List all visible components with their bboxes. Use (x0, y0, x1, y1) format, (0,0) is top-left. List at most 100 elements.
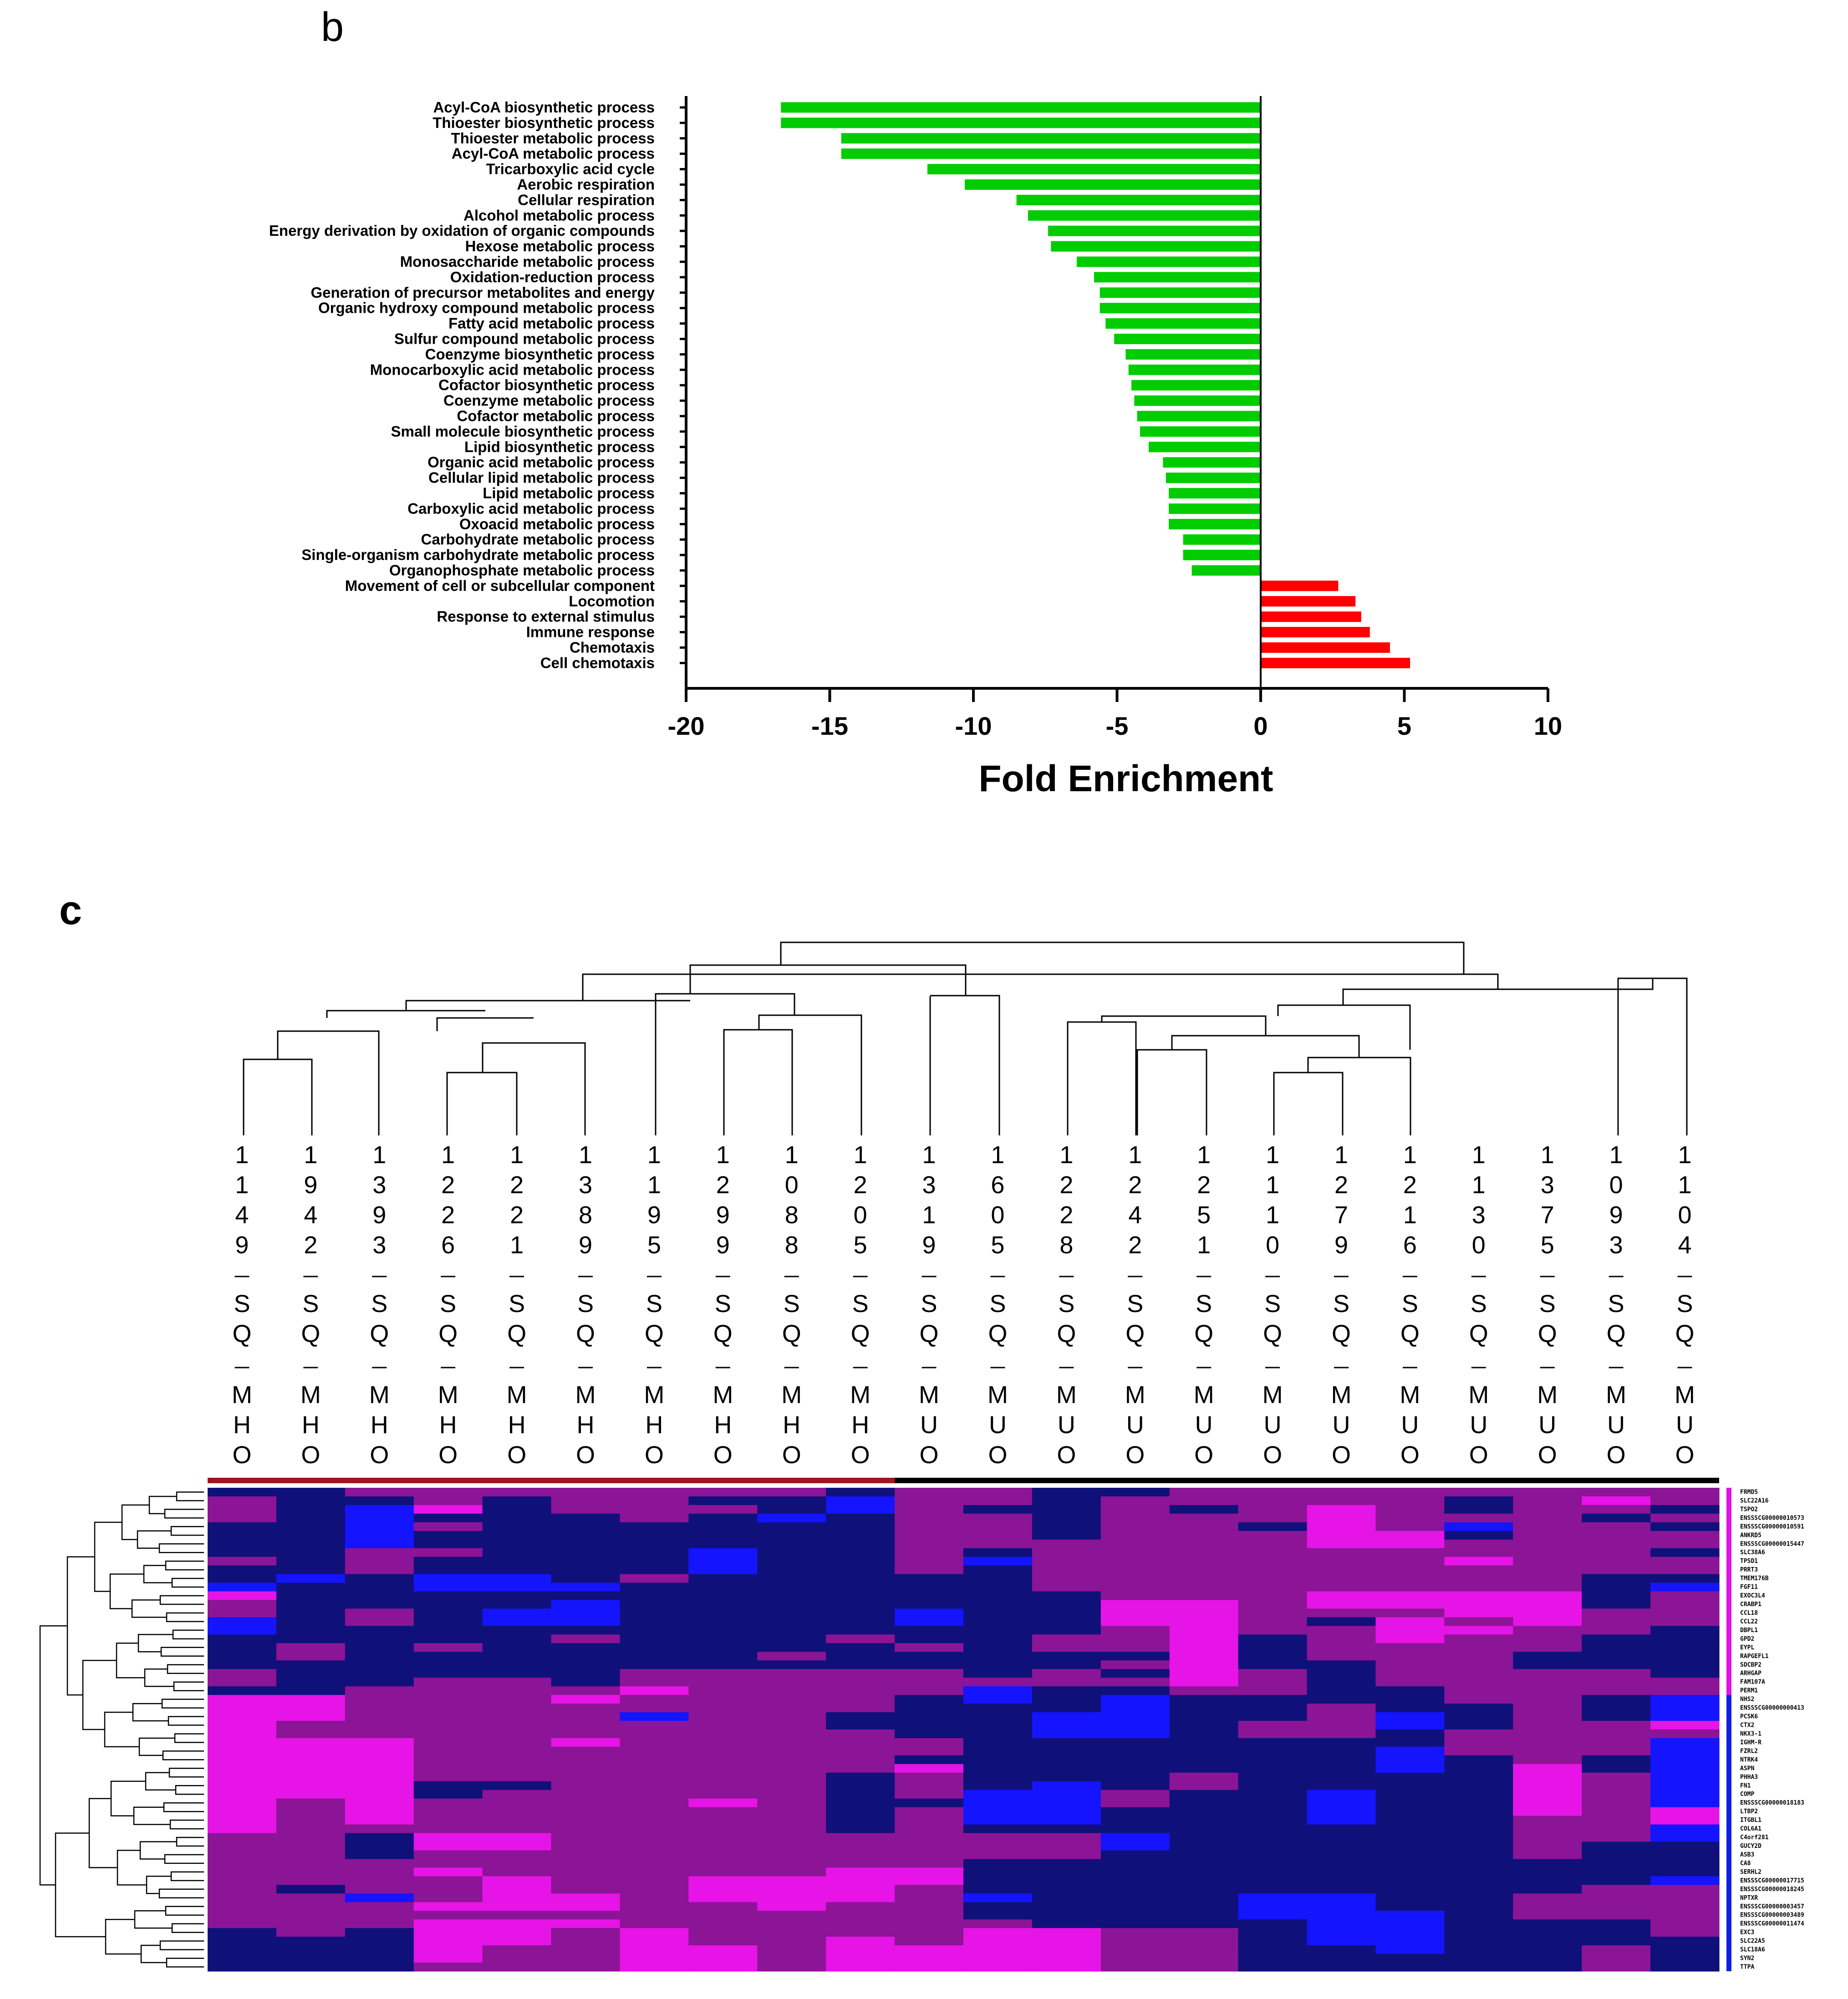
heatmap-cell (688, 1617, 758, 1627)
heatmap-cell (1650, 1513, 1720, 1523)
heatmap-cell (620, 1582, 689, 1592)
heatmap-cell (1582, 1548, 1651, 1557)
heatmap-cell (1650, 1937, 1720, 1946)
heatmap-cell (620, 1695, 689, 1704)
heatmap-cell (1307, 1911, 1376, 1920)
heatmap-cell (963, 1548, 1033, 1557)
gene-label: SERHL2 (1740, 1869, 1761, 1876)
heatmap-cell (1169, 1945, 1239, 1954)
sample-label-char: 9 (372, 1201, 386, 1229)
panel-c-letter: c (59, 888, 82, 933)
gene-label: EXC3 (1740, 1929, 1754, 1936)
sample-label-char: 8 (785, 1231, 799, 1259)
heatmap-cell (757, 1652, 826, 1661)
heatmap-cell (826, 1876, 895, 1885)
sample-label-char: Q (507, 1320, 526, 1348)
sample-label-char: 0 (1266, 1231, 1279, 1259)
heatmap-cell (1169, 1919, 1239, 1928)
bar (927, 164, 1261, 175)
heatmap-cell (1650, 1712, 1720, 1721)
heatmap-cell (963, 1963, 1033, 1972)
heatmap-cell (963, 1807, 1033, 1816)
sample-label-char: S (577, 1290, 594, 1317)
heatmap-cell (1169, 1669, 1239, 1678)
heatmap-cell (482, 1539, 552, 1549)
heatmap-cell (482, 1652, 552, 1661)
heatmap-cell (1375, 1643, 1445, 1652)
heatmap-cell (208, 1652, 277, 1661)
heatmap-cell (1238, 1695, 1308, 1704)
sample-label-char: 4 (1678, 1231, 1692, 1259)
heatmap-cell (1307, 1867, 1376, 1877)
heatmap-cell (1100, 1686, 1170, 1695)
heatmap-cell (1032, 1928, 1101, 1937)
heatmap-cell (620, 1963, 689, 1972)
heatmap-cell (1375, 1695, 1445, 1704)
heatmap-cell (620, 1617, 689, 1627)
bar-chart-bars (781, 102, 1410, 668)
heatmap-cell (895, 1669, 964, 1678)
heatmap-cell (1444, 1608, 1513, 1618)
sample-label-char: Q (1263, 1320, 1282, 1348)
heatmap-cell (1100, 1513, 1170, 1523)
heatmap-cell (1582, 1798, 1651, 1808)
heatmap-cell (1169, 1902, 1239, 1911)
heatmap-cell (345, 1729, 414, 1739)
heatmap-cell (1582, 1686, 1651, 1695)
sample-label-char: 2 (441, 1171, 455, 1199)
heatmap-cell (1169, 1488, 1239, 1497)
heatmap-cell (620, 1798, 689, 1808)
heatmap-cell (208, 1850, 277, 1860)
heatmap-cell (345, 1531, 414, 1540)
heatmap-cell (551, 1591, 621, 1601)
heatmap-cell (413, 1807, 483, 1816)
heatmap-cell (276, 1660, 346, 1669)
category-label: Carbohydrate metabolic process (421, 531, 655, 548)
sample-label-char: S (302, 1290, 319, 1317)
heatmap-cell (1582, 1841, 1651, 1851)
heatmap-cell (551, 1824, 621, 1834)
heatmap-cell (413, 1781, 483, 1790)
sample-label-char: 8 (579, 1201, 592, 1229)
sample-label-char: U (989, 1411, 1007, 1439)
heatmap-cell (208, 1885, 277, 1894)
heatmap-cell (963, 1522, 1033, 1531)
heatmap-cell (1032, 1704, 1101, 1713)
heatmap-cell (963, 1755, 1033, 1765)
heatmap-cell (826, 1617, 895, 1627)
row-dendrogram-branches (39, 1491, 204, 1968)
heatmap-cell (757, 1833, 826, 1842)
sample-label-char: S (1402, 1290, 1418, 1317)
sample-label-char: O (1607, 1441, 1626, 1469)
heatmap-cell (1100, 1824, 1170, 1834)
heatmap-cell (1100, 1833, 1170, 1842)
sample-label-char: O (1057, 1441, 1076, 1469)
heatmap-cell (1513, 1945, 1582, 1954)
heatmap-cell (895, 1729, 964, 1739)
heatmap-cell (208, 1669, 277, 1678)
heatmap-cell (1650, 1626, 1720, 1635)
heatmap-cell (345, 1556, 414, 1566)
heatmap-cell (1307, 1600, 1376, 1609)
heatmap-cell (1650, 1678, 1720, 1687)
heatmap-cell (1375, 1600, 1445, 1609)
heatmap-cell (276, 1513, 346, 1523)
sample-label-char: U (1470, 1411, 1487, 1439)
category-label: Lipid biosynthetic process (464, 438, 655, 455)
heatmap-cell (963, 1816, 1033, 1825)
heatmap-cell (895, 1513, 964, 1523)
heatmap-cell (1582, 1522, 1651, 1531)
heatmap-cell (345, 1686, 414, 1695)
sample-label-char: 1 (1266, 1171, 1279, 1199)
heatmap-cell (688, 1669, 758, 1678)
gene-label: ANKRD5 (1740, 1532, 1761, 1539)
heatmap-cell (1582, 1695, 1651, 1704)
sample-label-char: O (438, 1441, 458, 1469)
heatmap-cell (208, 1781, 277, 1790)
heatmap-cell (1582, 1902, 1651, 1911)
bar (1148, 442, 1261, 453)
